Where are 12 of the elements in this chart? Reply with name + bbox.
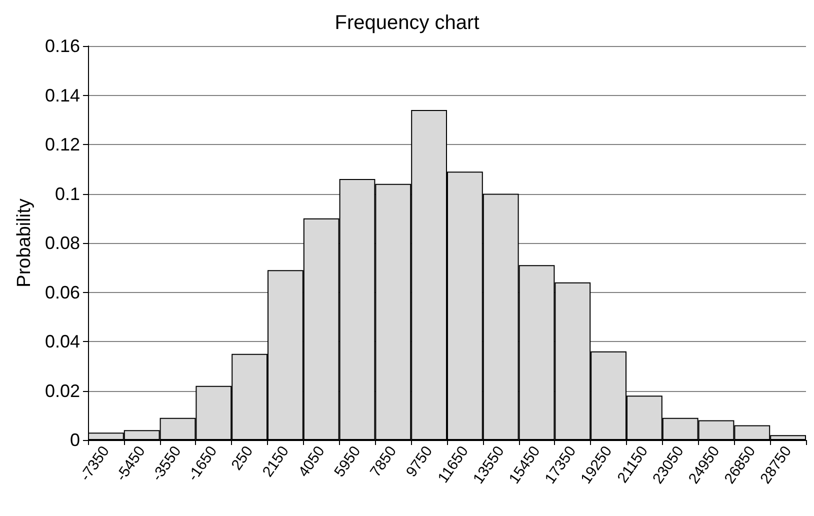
y-tick-label: 0.1 [54,184,80,204]
y-tick-label: 0.12 [44,134,80,154]
y-axis-title: Probability [14,198,36,288]
x-tick-label: 250 [228,443,257,474]
y-tick-label: 0.08 [44,233,80,253]
y-tick-label: 0.06 [44,282,80,302]
y-tick-label: 0 [70,430,80,450]
y-tick-label: 0.02 [44,380,80,401]
y-tick-label: 0.04 [44,332,80,352]
y-tick-label: 0.14 [44,85,80,106]
chart-title: Frequency chart [334,12,480,34]
y-tick-label: 0.16 [44,36,80,56]
